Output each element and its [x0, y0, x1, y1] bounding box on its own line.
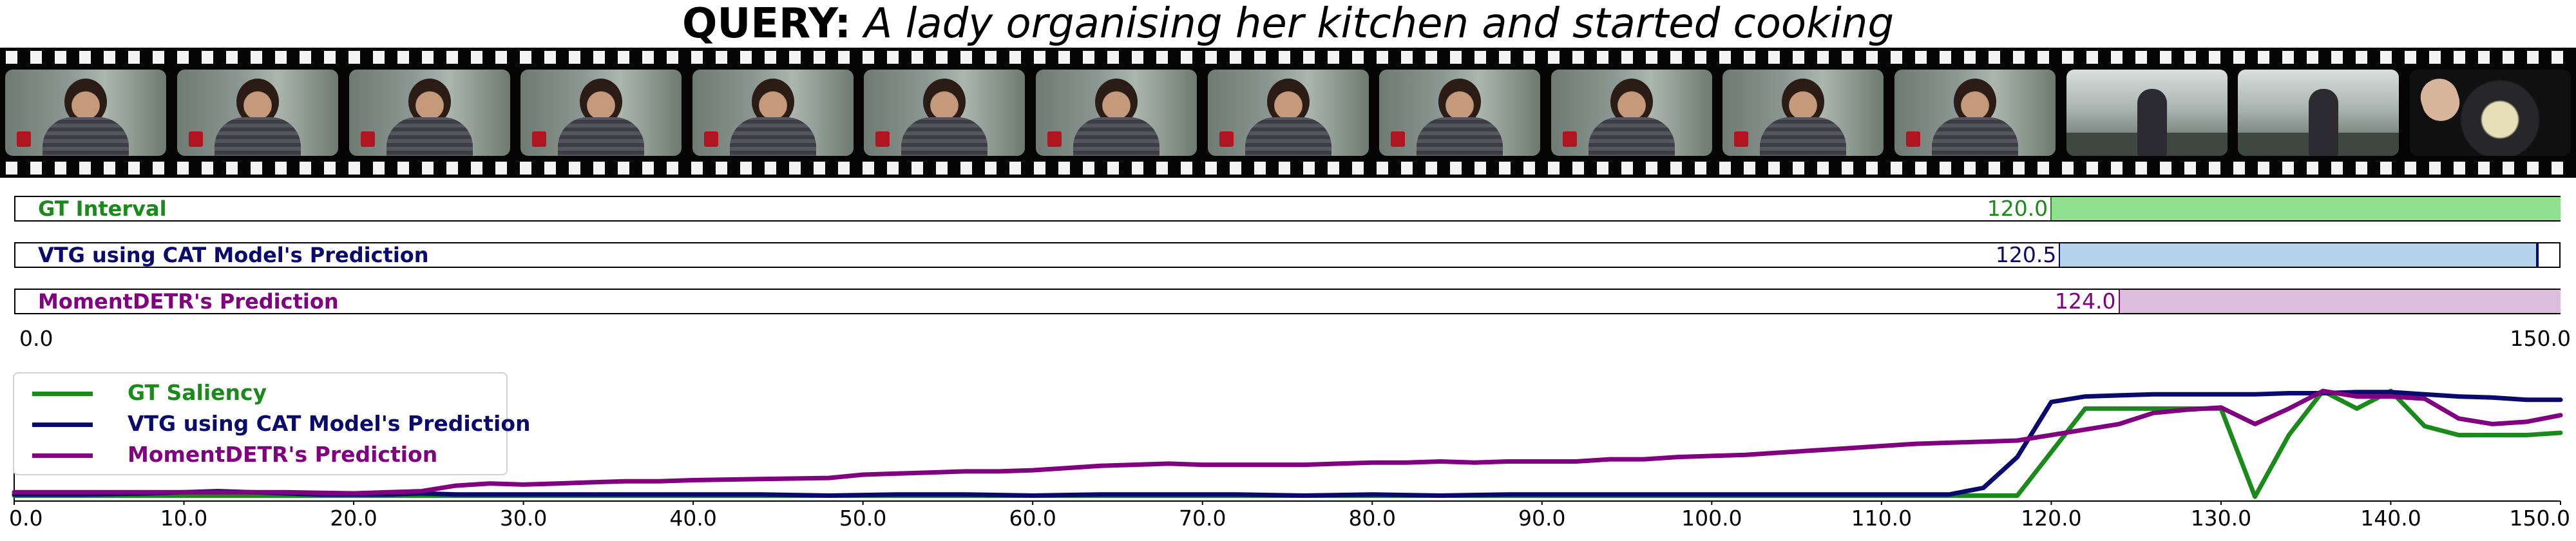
saliency-plot: 0.0 10.0 20.0 30.0 40.0 50.0 60.0 70.0 80.0 90.0 1…: [9, 375, 2570, 531]
video-frame-thumbnail: [2238, 70, 2399, 156]
video-frame-thumbnail: [348, 70, 510, 156]
frame-mug: [532, 131, 547, 147]
query-label: QUERY:: [682, 0, 852, 48]
frame-mug: [1734, 131, 1749, 147]
sprocket-holes-top: [0, 51, 2576, 64]
legend-label: GT Saliency: [128, 380, 267, 405]
plot-legend: GT Saliency VTG using CAT Model's Predict…: [13, 372, 531, 475]
frame-torso: [1073, 117, 1159, 156]
video-frame-thumbnail: [177, 70, 338, 156]
frame-torso: [1588, 117, 1675, 156]
frame-fig: [2137, 89, 2167, 156]
frame-mug: [17, 131, 32, 147]
frame-mug: [1391, 131, 1406, 147]
frame-torso: [558, 117, 645, 156]
interval-end-marker: [2535, 243, 2539, 267]
frame-torso: [901, 117, 988, 156]
frame-mug: [1219, 131, 1234, 147]
x-tick-label: 120.0: [2021, 506, 2081, 531]
video-frame-thumbnail: [1379, 70, 1541, 156]
video-frame-thumbnail: [1207, 70, 1369, 156]
frame-mug: [1047, 131, 1062, 147]
frame-torso: [1245, 117, 1331, 156]
frame-torso: [214, 117, 301, 156]
x-tick-label: 50.0: [839, 506, 886, 531]
video-frame-thumbnail: [1894, 70, 2056, 156]
x-tick-label: 70.0: [1179, 506, 1226, 531]
x-tick-label: 90.0: [1518, 506, 1565, 531]
video-filmstrip: [0, 48, 2576, 178]
interval-bar: MomentDETR's Prediction 124.0: [14, 289, 2561, 314]
x-tick-label: 150.0: [2510, 506, 2570, 531]
x-tick-label: 80.0: [1349, 506, 1396, 531]
frame-fig: [2309, 89, 2339, 156]
frame-mug: [360, 131, 375, 147]
frame-torso: [1760, 117, 1847, 156]
video-frame-thumbnail: [692, 70, 854, 156]
video-frame-thumbnail: [5, 70, 167, 156]
frame-mug: [1562, 131, 1577, 147]
x-tick-label: 110.0: [1851, 506, 1912, 531]
frame-mug: [188, 131, 203, 147]
frame-torso: [729, 117, 816, 156]
video-frame-thumbnail: [2066, 70, 2228, 156]
legend-swatch: [32, 422, 93, 427]
query-text: A lady organising her kitchen and starte…: [851, 0, 1894, 48]
x-tick-label: 10.0: [160, 506, 207, 531]
x-tick-label: 130.0: [2191, 506, 2251, 531]
interval-axis-max-label: 150.0: [2510, 326, 2571, 351]
x-tick-label: 40.0: [669, 506, 716, 531]
series-line: [12, 388, 2563, 496]
x-tick-label: 0.0: [9, 506, 43, 531]
interval-start-value: 124.0: [2055, 289, 2116, 314]
x-tick-label: 30.0: [500, 506, 547, 531]
video-frame-thumbnail: [520, 70, 682, 156]
frame-mug: [875, 131, 890, 147]
legend-swatch: [32, 392, 93, 396]
interval-fill: [2050, 197, 2561, 220]
interval-label: GT Interval: [38, 196, 167, 221]
x-tick-label: 60.0: [1009, 506, 1056, 531]
interval-fill: [2059, 243, 2539, 267]
video-frame-thumbnail: [864, 70, 1026, 156]
x-tick-label: 100.0: [1681, 506, 1742, 531]
interval-bar: VTG using CAT Model's Prediction 120.5: [14, 242, 2561, 268]
video-frame-thumbnail: [1722, 70, 1884, 156]
interval-axis-min-label: 0.0: [19, 326, 53, 351]
video-frame-thumbnail: [1035, 70, 1197, 156]
interval-start-value: 120.5: [1995, 242, 2057, 267]
frame-mug: [1905, 131, 1920, 147]
sprocket-holes-bottom: [0, 162, 2576, 175]
frame-mug: [703, 131, 718, 147]
interval-start-value: 120.0: [1987, 196, 2048, 221]
legend-label: VTG using CAT Model's Prediction: [128, 411, 531, 436]
video-frame-thumbnail: [2409, 70, 2571, 156]
legend-swatch: [32, 453, 93, 458]
x-tick-label: 20.0: [330, 506, 377, 531]
x-tick-label: 140.0: [2360, 506, 2421, 531]
frame-torso: [1417, 117, 1503, 156]
frame-torso: [1931, 117, 2018, 156]
query-title: QUERY: A lady organising her kitchen and…: [0, 0, 2576, 48]
frame-torso: [43, 117, 129, 156]
interval-fill: [2118, 290, 2561, 313]
frame-torso: [386, 117, 473, 156]
frame-hand: [2415, 73, 2465, 126]
video-frame-thumbnail: [1550, 70, 1712, 156]
legend-label: MomentDETR's Prediction: [128, 442, 438, 467]
interval-bar: GT Interval 120.0: [14, 196, 2561, 222]
interval-label: MomentDETR's Prediction: [38, 289, 339, 314]
interval-label: VTG using CAT Model's Prediction: [38, 243, 429, 267]
